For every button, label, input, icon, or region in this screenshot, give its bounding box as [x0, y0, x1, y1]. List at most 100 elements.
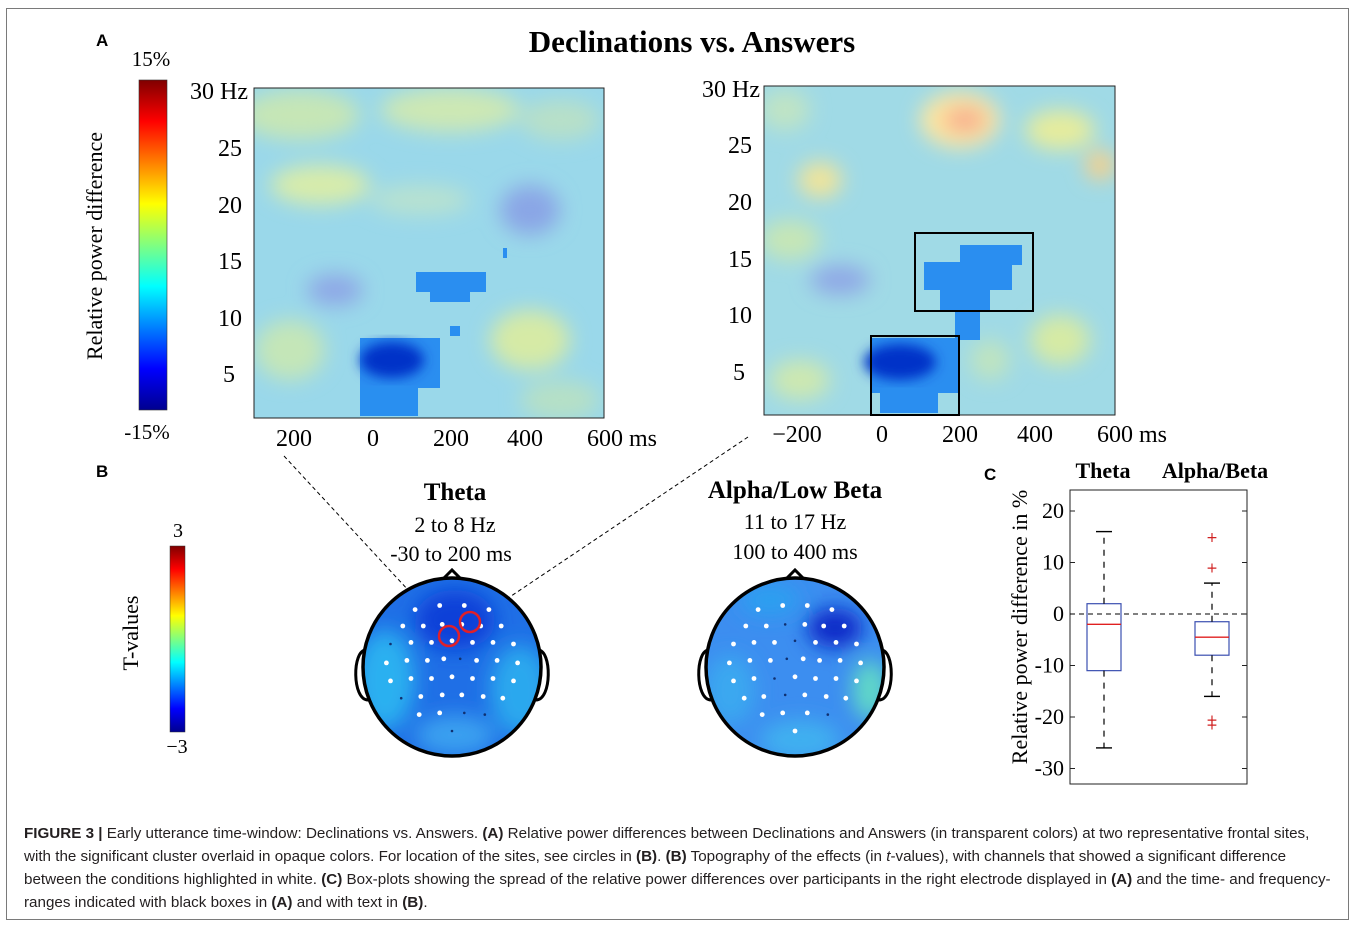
- electrode-dot: [823, 694, 829, 699]
- electrode-dot: [783, 693, 787, 697]
- tf-left-ytick: 10: [218, 306, 242, 332]
- electrode-dot: [384, 660, 389, 666]
- electrode-dot: [441, 656, 447, 662]
- electrode-dot: [813, 676, 818, 681]
- electrode-dot: [498, 623, 504, 629]
- box-plot-ytick: -10: [1035, 653, 1064, 678]
- alpha-topo-time: 100 to 400 ms: [732, 539, 857, 564]
- electrode-dot: [399, 696, 403, 700]
- electrode-dot: [450, 729, 454, 733]
- electrode-highlight-left: [437, 624, 461, 648]
- electrode-dots: [384, 603, 863, 734]
- electrode-dot: [425, 658, 430, 663]
- electrode-dot: [437, 603, 443, 608]
- tf-left-yticks: 30 Hz 25 20 15 10 5: [190, 79, 248, 388]
- theta-cluster-box: [870, 335, 960, 416]
- tf-left-xtick: 200: [433, 426, 469, 452]
- electrode-dot: [804, 710, 810, 716]
- tf-right-ytick: 20: [728, 190, 752, 216]
- box-category-label-theta: Theta: [1076, 458, 1131, 483]
- tf-right-xtick: 400: [1017, 422, 1053, 448]
- electrode-dot: [429, 640, 434, 645]
- caption-ref: (A): [1111, 871, 1133, 888]
- electrode-dot: [751, 640, 757, 645]
- panel-a-title: Declinations vs. Answers: [529, 24, 855, 59]
- electrode-dot: [412, 607, 418, 612]
- colorbar-b-top-label: 3: [173, 520, 183, 542]
- tf-right-xticks: −200 0 200 400 600 ms: [772, 422, 1167, 448]
- panel-a-letter: A: [96, 31, 108, 50]
- electrode-dot: [458, 657, 462, 661]
- electrode-dot: [727, 660, 732, 666]
- box-plot-ytick: 10: [1042, 550, 1064, 575]
- electrode-dot: [854, 641, 859, 647]
- electrode-dot: [747, 658, 753, 663]
- electrode-dot: [490, 676, 496, 681]
- tf-right-ytick: 10: [728, 303, 752, 329]
- colorbar-a-top-label: 15%: [132, 47, 171, 71]
- theta-topo-freq: 2 to 8 Hz: [414, 512, 496, 537]
- electrode-dot: [463, 711, 466, 715]
- caption-ref: (A): [271, 894, 293, 911]
- electrode-dot: [490, 640, 496, 645]
- electrode-dot: [494, 658, 500, 663]
- electrode-dot: [802, 622, 808, 627]
- tf-right-xtick: 600 ms: [1097, 422, 1167, 448]
- caption-text: Topography of the effects (in: [686, 848, 887, 865]
- caption-text: Relative power differences between Decli…: [24, 825, 1310, 865]
- box-plot-ytick: -30: [1035, 756, 1064, 781]
- electrode-dot: [400, 623, 406, 629]
- electrode-dot: [783, 623, 787, 626]
- electrode-dot: [780, 710, 786, 716]
- electrode-dot: [449, 674, 455, 680]
- electrode-dot: [418, 694, 424, 699]
- box-plot-ylabel: Relative power difference in %: [1007, 490, 1032, 764]
- tf-left-xtick: 200: [276, 426, 312, 452]
- electrode-dot: [843, 695, 849, 701]
- electrode-dot: [416, 712, 422, 717]
- tf-right-yticks: 30 Hz 25 20 15 10 5: [702, 77, 760, 386]
- electrode-dot: [751, 676, 757, 681]
- tf-left-ytick: 5: [223, 362, 235, 388]
- electrode-dot: [486, 607, 492, 612]
- tf-left-ytick: 30 Hz: [190, 79, 248, 105]
- caption-ref: (B): [636, 848, 658, 865]
- tf-left-xtick: 400: [507, 426, 543, 452]
- tf-right-ytick: 25: [728, 133, 752, 159]
- electrode-highlight-right: [458, 610, 482, 634]
- electrode-dot: [470, 676, 475, 681]
- caption-text: Box-plots showing the spread of the rela…: [342, 871, 1112, 888]
- electrode-dot: [408, 676, 414, 681]
- electrode-dot: [483, 713, 487, 716]
- colorbar-b: [169, 545, 186, 733]
- colorbar-a: [138, 79, 168, 411]
- box-outlier: +: [1206, 530, 1218, 546]
- electrode-dot: [408, 640, 414, 645]
- tf-plot-right: [764, 86, 1115, 415]
- electrode-dot: [833, 676, 839, 681]
- caption-text: Early utterance time-window: Declination…: [102, 825, 483, 842]
- electrode-dot: [813, 640, 818, 645]
- box-plot-yticks: 20 10 0 -10 -20 -30: [1035, 498, 1247, 781]
- box-plot-ytick: -20: [1035, 704, 1064, 729]
- electrode-dot: [763, 623, 769, 629]
- panel-b-letter: B: [96, 462, 108, 481]
- electrode-dot: [741, 695, 747, 701]
- figure-frame: [6, 8, 1349, 920]
- electrode-dot: [500, 695, 506, 701]
- electrode-dot: [511, 678, 516, 684]
- electrode-dot: [389, 642, 392, 646]
- caption-text: .: [423, 894, 428, 911]
- panel-c-letter: C: [984, 465, 996, 484]
- box-category-label-alpha: Alpha/Beta: [1162, 458, 1268, 483]
- electrode-dot: [404, 658, 410, 663]
- electrode-dot: [515, 660, 520, 666]
- figure-caption: FIGURE 3 | Early utterance time-window: …: [24, 822, 1334, 914]
- electrode-dot: [802, 692, 808, 698]
- tf-plot-left: [254, 88, 604, 418]
- electrode-dot: [785, 657, 789, 661]
- electrode-dot: [792, 674, 798, 680]
- electrode-dot: [841, 623, 847, 629]
- electrode-dot: [792, 728, 798, 734]
